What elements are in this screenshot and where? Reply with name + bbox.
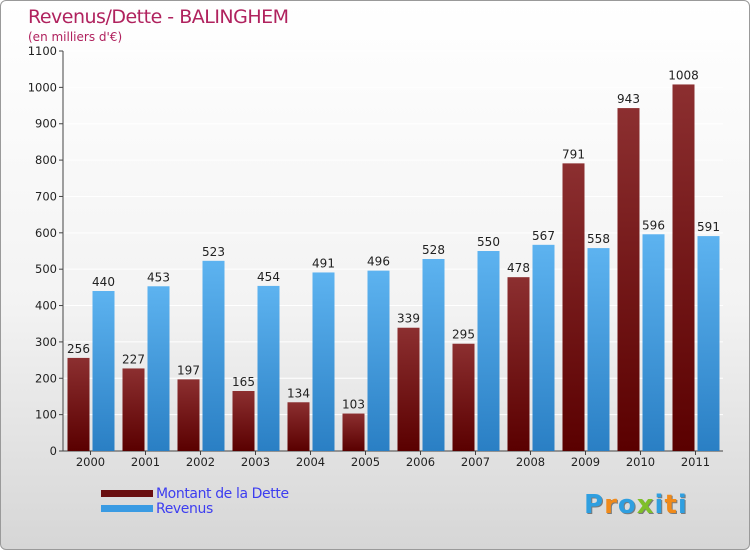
x-tick-label: 2010 xyxy=(626,455,655,469)
bar-dette xyxy=(232,391,255,451)
y-tick-label: 800 xyxy=(35,153,57,167)
logo-letter: t xyxy=(664,490,678,520)
legend-item-dette: Montant de la Dette xyxy=(101,485,289,502)
data-label-revenus: 596 xyxy=(642,218,665,232)
bar-dette xyxy=(342,413,365,451)
bar-dette xyxy=(177,379,200,451)
y-tick-label: 1000 xyxy=(28,80,57,94)
data-label-revenus: 453 xyxy=(147,270,170,284)
x-tick-label: 2005 xyxy=(351,455,380,469)
legend: Montant de la Dette Revenus xyxy=(101,485,289,517)
legend-label-revenus: Revenus xyxy=(156,500,213,517)
bar-revenus xyxy=(587,248,610,451)
data-label-revenus: 558 xyxy=(587,232,610,246)
data-label-revenus: 528 xyxy=(422,243,445,257)
bar-revenus xyxy=(532,244,555,451)
bar-revenus xyxy=(477,251,500,451)
bar-revenus xyxy=(92,291,115,451)
data-label-dette: 295 xyxy=(452,328,475,342)
y-tick-label: 100 xyxy=(35,408,57,422)
x-tick-label: 2007 xyxy=(461,455,490,469)
y-tick-label: 500 xyxy=(35,262,57,276)
data-label-dette: 791 xyxy=(562,147,585,161)
x-tick-label: 2004 xyxy=(296,455,325,469)
bar-dette xyxy=(562,163,585,451)
legend-swatch-revenus xyxy=(101,505,153,512)
data-label-dette: 165 xyxy=(232,375,255,389)
bar-dette xyxy=(617,108,640,451)
bar-dette xyxy=(672,84,695,452)
chart-title: Revenus/Dette - BALINGHEM xyxy=(28,6,289,28)
legend-item-revenus: Revenus xyxy=(101,500,289,517)
proxiti-logo: Proxiti xyxy=(584,490,688,520)
data-label-dette: 227 xyxy=(122,352,145,366)
y-tick-label: 600 xyxy=(35,226,57,240)
x-tick-label: 2006 xyxy=(406,455,435,469)
data-label-dette: 256 xyxy=(67,342,90,356)
chart-subtitle: (en milliers d'€) xyxy=(28,30,123,44)
data-label-dette: 197 xyxy=(177,363,200,377)
data-label-dette: 1008 xyxy=(668,68,699,82)
data-label-dette: 943 xyxy=(617,92,640,106)
bar-dette xyxy=(397,327,420,451)
bar-dette xyxy=(67,357,90,451)
data-label-dette: 103 xyxy=(342,398,365,412)
y-tick-label: 400 xyxy=(35,299,57,313)
logo-letter: r xyxy=(604,490,618,520)
y-tick-label: 0 xyxy=(50,444,57,458)
data-label-dette: 134 xyxy=(287,386,310,400)
bar-dette xyxy=(122,368,145,451)
bar-revenus xyxy=(367,270,390,451)
legend-label-dette: Montant de la Dette xyxy=(156,485,289,502)
legend-swatch-dette xyxy=(101,490,153,497)
bar-revenus xyxy=(422,259,445,451)
data-label-revenus: 496 xyxy=(367,255,390,269)
x-tick-label: 2008 xyxy=(516,455,545,469)
x-tick-label: 2002 xyxy=(186,455,215,469)
bar-revenus xyxy=(257,285,280,451)
data-label-revenus: 523 xyxy=(202,245,225,259)
x-tick-label: 2011 xyxy=(681,455,710,469)
bar-revenus xyxy=(642,234,665,451)
y-tick-label: 200 xyxy=(35,371,57,385)
data-label-revenus: 440 xyxy=(92,275,115,289)
logo-letter: P xyxy=(584,490,605,520)
bar-revenus xyxy=(312,272,335,451)
data-label-dette: 339 xyxy=(397,312,420,326)
y-tick-label: 700 xyxy=(35,189,57,203)
data-label-revenus: 550 xyxy=(477,235,500,249)
y-tick-label: 900 xyxy=(35,117,57,131)
x-tick-label: 2000 xyxy=(76,455,105,469)
logo-letter: x xyxy=(636,490,655,520)
data-label-dette: 478 xyxy=(507,261,530,275)
bar-revenus xyxy=(147,286,170,451)
data-label-revenus: 491 xyxy=(312,256,335,270)
x-tick-label: 2001 xyxy=(131,455,160,469)
bar-dette xyxy=(507,277,530,451)
bar-dette xyxy=(287,402,310,451)
data-label-revenus: 454 xyxy=(257,270,280,284)
logo-letter: i xyxy=(654,490,665,520)
y-tick-label: 1100 xyxy=(28,44,57,58)
x-tick-label: 2009 xyxy=(571,455,600,469)
bar-revenus xyxy=(202,260,225,451)
data-label-revenus: 567 xyxy=(532,229,555,243)
y-tick-label: 300 xyxy=(35,335,57,349)
bar-dette xyxy=(452,343,475,451)
logo-letter: i xyxy=(677,490,688,520)
x-tick-label: 2003 xyxy=(241,455,270,469)
logo-letter: o xyxy=(617,490,637,520)
data-label-revenus: 591 xyxy=(697,220,720,234)
bar-revenus xyxy=(697,236,720,451)
